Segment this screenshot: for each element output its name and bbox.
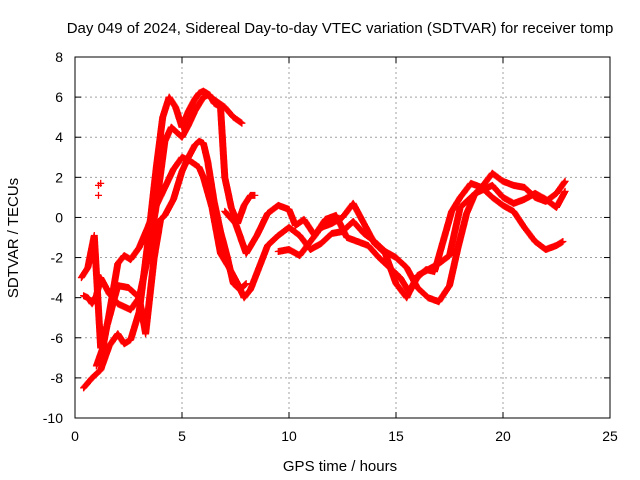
series-track-6 — [274, 169, 569, 302]
y-tick-label: -6 — [51, 330, 64, 346]
x-tick-label: 5 — [178, 428, 186, 444]
data-points — [77, 87, 569, 392]
y-tick-label: 8 — [55, 49, 63, 65]
y-tick-label: 2 — [55, 169, 63, 185]
series-markers — [92, 153, 280, 370]
x-tick-label: 25 — [602, 428, 618, 444]
series-track-3 — [77, 137, 250, 352]
x-tick-label: 20 — [495, 428, 511, 444]
series-markers — [95, 179, 105, 199]
series-markers — [274, 169, 569, 302]
x-tick-label: 0 — [71, 428, 79, 444]
x-tick-label: 15 — [388, 428, 404, 444]
plot-frame — [74, 56, 611, 419]
y-tick-label: 6 — [55, 89, 63, 105]
x-axis-label: GPS time / hours — [283, 458, 397, 475]
y-tick-label: 0 — [55, 209, 63, 225]
series-track-4 — [92, 153, 280, 370]
y-axis-label: SDTVAR / TECUs — [5, 178, 22, 298]
y-tick-label: -2 — [51, 250, 64, 266]
series-track-7 — [264, 181, 569, 306]
series-markers — [77, 137, 250, 352]
y-tick-label: -4 — [51, 290, 64, 306]
x-tick-label: 10 — [281, 428, 297, 444]
series-isolated-points — [95, 179, 105, 199]
series-markers — [264, 181, 569, 306]
y-tick-label: -8 — [51, 370, 64, 386]
y-tick-label: 4 — [55, 129, 63, 145]
axis-ticks: 0 5 10 15 20 25 -10 -8 -6 -4 -2 0 2 4 6 8 — [43, 49, 618, 444]
chart-title: Day 049 of 2024, Sidereal Day-to-day VTE… — [67, 20, 614, 37]
y-tick-label: -10 — [43, 410, 63, 426]
